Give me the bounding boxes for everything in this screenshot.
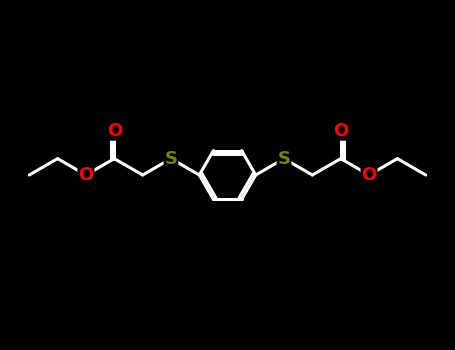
- Text: O: O: [361, 166, 377, 184]
- Text: S: S: [164, 150, 177, 168]
- Text: O: O: [78, 166, 94, 184]
- Text: O: O: [106, 122, 122, 140]
- Text: S: S: [278, 150, 291, 168]
- Text: O: O: [333, 122, 349, 140]
